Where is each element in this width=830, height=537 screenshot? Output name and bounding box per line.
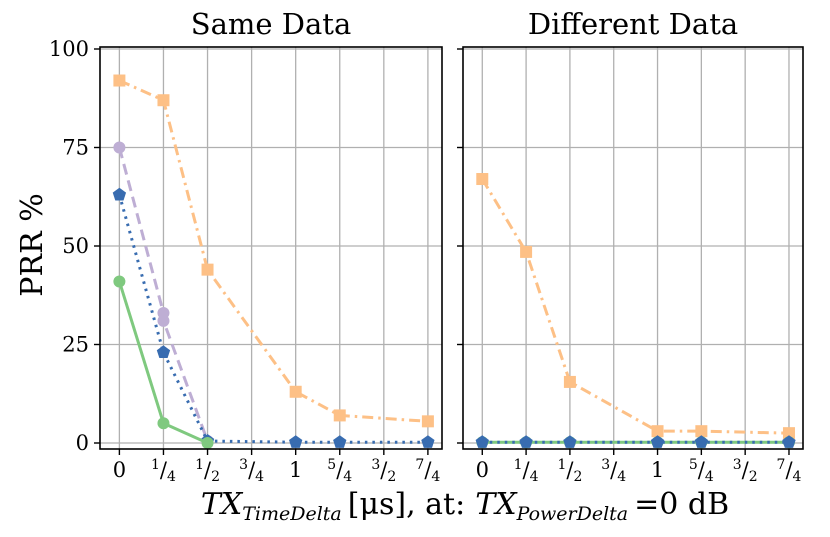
data-point bbox=[157, 314, 170, 327]
series-line bbox=[117, 194, 428, 444]
y-tick-label: 50 bbox=[62, 234, 89, 258]
x-tick-label: 1 bbox=[289, 458, 302, 482]
data-point bbox=[563, 375, 576, 388]
x-axis-label-power-sub: PowerDelta bbox=[516, 503, 629, 525]
x-axis-label-tail: =0 dB bbox=[634, 487, 729, 522]
data-point bbox=[421, 415, 434, 428]
x-tick-label: 0 bbox=[113, 458, 126, 482]
data-point bbox=[694, 435, 709, 448]
data-point bbox=[520, 245, 533, 258]
x-tick-label: 7/4 bbox=[777, 457, 802, 485]
data-point bbox=[476, 173, 489, 186]
x-tick-label: 3/4 bbox=[601, 457, 626, 485]
data-point bbox=[563, 435, 577, 448]
data-point bbox=[782, 427, 795, 440]
same-data-panel: Same Data 0 1/4 1/2 3/4 1 5/4 3/2 7/4 0 25 50 75 100 bbox=[49, 7, 443, 485]
panel-title: Different Data bbox=[528, 7, 738, 41]
data-point bbox=[421, 435, 435, 448]
x-tick-label: 1/2 bbox=[557, 457, 582, 485]
x-axis-label-unit: [μs], at: bbox=[348, 487, 465, 522]
x-axis-label: TXTimeDelta [μs], at: TXPowerDelta =0 dB bbox=[201, 487, 729, 525]
x-tick-label: 1/2 bbox=[195, 457, 220, 485]
x-axis-label-main: TX bbox=[201, 487, 244, 522]
data-point bbox=[782, 435, 796, 448]
data-point bbox=[112, 187, 127, 201]
x-axis-label-main-sub: TimeDelta bbox=[242, 503, 342, 525]
y-tick-label: 0 bbox=[76, 431, 89, 455]
data-point bbox=[519, 435, 533, 448]
x-tick-label: 5/4 bbox=[689, 457, 714, 485]
x-tick-label: 1/4 bbox=[514, 457, 539, 485]
y-tick-label: 100 bbox=[49, 37, 89, 61]
plot-frame bbox=[99, 46, 443, 450]
x-tick-label: 3/2 bbox=[733, 457, 758, 485]
x-tick-label: 3/2 bbox=[371, 457, 396, 485]
plot-frame bbox=[462, 46, 804, 450]
series-line bbox=[118, 79, 428, 423]
panel-title: Same Data bbox=[191, 7, 352, 41]
data-point bbox=[651, 425, 664, 438]
data-point bbox=[289, 385, 302, 398]
data-point bbox=[650, 435, 665, 448]
y-tick-label: 75 bbox=[62, 136, 89, 160]
different-data-panel: Different Data 0 1/4 1/2 3/4 1 5/4 3/2 7/4 bbox=[457, 7, 804, 485]
x-tick-label: 3/4 bbox=[239, 457, 264, 485]
data-point bbox=[113, 275, 126, 288]
series-line bbox=[480, 178, 790, 435]
x-tick-label: 7/4 bbox=[415, 457, 440, 485]
data-point bbox=[201, 437, 214, 449]
data-point bbox=[333, 435, 347, 448]
data-point bbox=[157, 94, 170, 107]
x-axis-label-power: TX bbox=[475, 487, 518, 522]
data-point bbox=[475, 435, 489, 448]
data-point bbox=[695, 425, 708, 438]
data-point bbox=[113, 74, 126, 87]
data-point bbox=[333, 409, 346, 422]
x-tick-label: 5/4 bbox=[327, 457, 352, 485]
data-point bbox=[289, 435, 303, 448]
data-point bbox=[156, 345, 171, 359]
data-point bbox=[157, 417, 170, 430]
data-point bbox=[201, 263, 214, 276]
x-tick-label: 0 bbox=[476, 458, 489, 482]
y-tick-label: 25 bbox=[62, 333, 89, 357]
x-tick-label: 1/4 bbox=[151, 457, 176, 485]
y-axis-label: PRR % bbox=[15, 193, 50, 296]
data-point bbox=[113, 141, 126, 154]
x-tick-label: 1 bbox=[651, 458, 664, 482]
